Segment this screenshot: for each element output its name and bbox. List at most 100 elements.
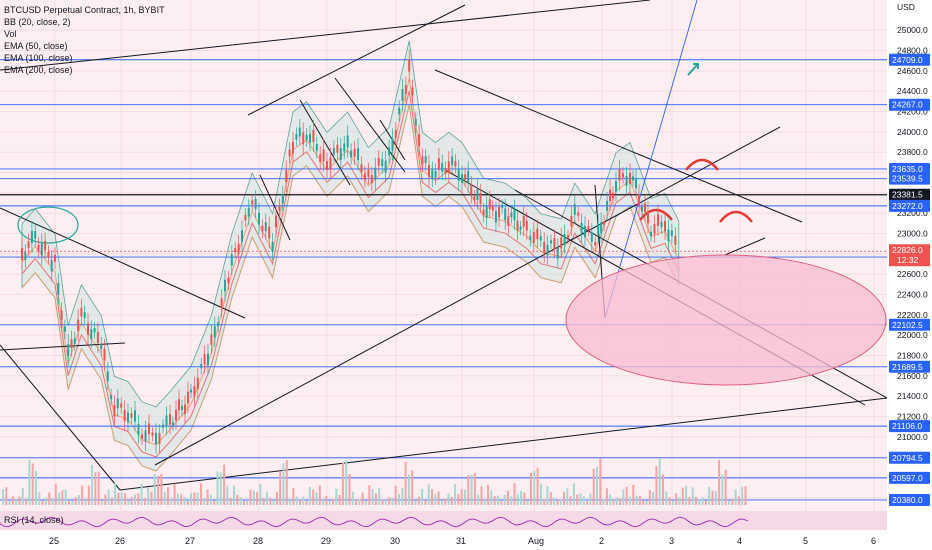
volume-bar	[332, 498, 334, 505]
volume-bar	[662, 474, 664, 505]
candle-body	[577, 212, 580, 216]
candle-body	[612, 192, 615, 199]
volume-bar	[157, 475, 160, 505]
volume-bar	[200, 483, 202, 505]
volume-bar	[318, 485, 321, 505]
volume-bar	[213, 500, 216, 505]
candle-body	[305, 134, 308, 141]
level-badge-label: 23635.0	[892, 164, 923, 174]
volume-bar	[510, 496, 513, 505]
volume-bar	[236, 495, 239, 505]
candle-body	[258, 212, 260, 225]
candle-body	[96, 332, 99, 344]
volume-bar	[266, 492, 268, 505]
y-tick-label: 22200.0	[897, 310, 928, 320]
ema-line	[21, 104, 680, 472]
volume-bar	[724, 469, 727, 505]
volume-bar	[691, 487, 694, 505]
candle-body	[319, 154, 322, 163]
volume-bar	[665, 491, 668, 505]
volume-bar	[84, 498, 87, 505]
candle-body	[44, 241, 47, 251]
rsi-line	[0, 516, 749, 528]
candle-body	[120, 403, 123, 408]
candle-body	[377, 157, 380, 166]
volume-bar	[424, 500, 427, 505]
ema-line	[21, 90, 680, 458]
candle-body	[230, 254, 233, 266]
candle-body	[70, 339, 73, 349]
volume-bar	[5, 487, 8, 505]
level-badge-label: 24709.0	[892, 55, 923, 65]
legend-vol: Vol	[4, 29, 17, 39]
candle-body	[454, 160, 457, 167]
volume-bar	[546, 486, 549, 505]
volume-bar	[609, 494, 612, 505]
volume-bar	[160, 473, 163, 505]
volume-bar	[44, 497, 47, 505]
volume-bar	[203, 498, 206, 505]
trend-line	[299, 99, 351, 186]
candle-body	[641, 206, 643, 212]
x-tick-label: 5	[803, 536, 808, 546]
candle-body	[224, 279, 226, 292]
volume-bar	[506, 490, 509, 505]
candle-body	[556, 247, 559, 259]
candle-body	[268, 226, 271, 239]
candle-body	[404, 85, 407, 94]
y-tick-label: 22400.0	[897, 290, 928, 300]
candle-body	[203, 354, 206, 365]
volume-bar	[289, 498, 292, 505]
level-badge	[889, 162, 930, 175]
volume-bar	[249, 489, 252, 505]
volume-bar	[48, 492, 51, 505]
x-tick-label: 4	[737, 536, 742, 546]
volume-bar	[596, 466, 598, 505]
volume-bar	[35, 470, 37, 505]
last-price-label: 22826.0	[892, 245, 923, 255]
candle-body	[546, 244, 549, 256]
candle-body	[116, 398, 119, 409]
candle-body	[148, 423, 150, 435]
volume-bar	[338, 494, 341, 505]
candle-body	[278, 205, 281, 211]
candle-body	[40, 243, 43, 256]
candle-body	[553, 238, 556, 249]
candle-body	[657, 214, 659, 226]
candle-body	[401, 88, 404, 101]
volume-bar	[592, 468, 595, 505]
level-badge-label: 23381.5	[892, 190, 923, 200]
volume-bar	[229, 498, 232, 505]
volume-bar	[282, 463, 285, 505]
volume-bar	[328, 500, 331, 505]
level-badge-label: 23272.0	[892, 201, 923, 211]
volume-bar	[605, 488, 608, 505]
level-badge	[889, 318, 930, 331]
level-badge-label: 20597.0	[892, 473, 923, 483]
volume-bar	[526, 500, 529, 505]
volume-bar	[348, 473, 351, 505]
candle-body	[363, 173, 366, 181]
rsi-label: RSI (14, close)	[4, 515, 64, 525]
candle-body	[27, 241, 30, 249]
candle-body	[388, 147, 391, 156]
volume-bar	[394, 485, 397, 505]
volume-bar	[180, 494, 183, 505]
candle-body	[134, 410, 136, 422]
volume-bar	[421, 489, 424, 505]
volume-bar	[61, 490, 64, 505]
volume-bar	[124, 493, 127, 505]
volume-bar	[239, 497, 242, 505]
volume-bar	[668, 497, 671, 505]
volume-bar	[292, 488, 295, 505]
level-badge-label: 24267.0	[892, 100, 923, 110]
volume-bar	[483, 499, 486, 505]
volume-bar	[629, 496, 631, 505]
volume-bar	[315, 492, 318, 505]
volume-bar	[18, 496, 21, 505]
candle-body	[437, 158, 440, 171]
candle-body	[37, 244, 40, 252]
candle-body	[77, 319, 80, 332]
volume-bar	[655, 466, 658, 505]
